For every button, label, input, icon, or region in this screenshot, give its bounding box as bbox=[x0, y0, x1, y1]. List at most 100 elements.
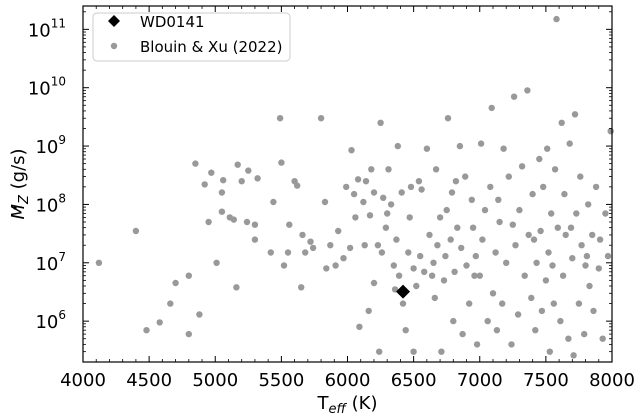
y-axis-label: MZ (g/s) bbox=[8, 148, 32, 219]
data-point bbox=[489, 290, 497, 297]
data-point bbox=[559, 272, 567, 279]
data-point bbox=[218, 208, 226, 215]
data-point bbox=[294, 182, 301, 189]
data-point bbox=[469, 224, 477, 231]
data-point bbox=[443, 206, 450, 214]
data-point bbox=[444, 115, 452, 122]
data-point bbox=[332, 262, 339, 269]
legend: WD0141 Blouin & Xu (2022) bbox=[92, 12, 291, 62]
data-point bbox=[589, 231, 596, 239]
data-point bbox=[544, 145, 551, 152]
data-point bbox=[595, 265, 602, 272]
data-point bbox=[466, 300, 473, 307]
data-point bbox=[484, 317, 491, 325]
x-axis-label: Teff (K) bbox=[317, 393, 378, 417]
data-point bbox=[561, 190, 568, 198]
data-point bbox=[565, 335, 572, 342]
data-point bbox=[599, 335, 606, 342]
data-point bbox=[156, 319, 163, 326]
data-point bbox=[192, 160, 199, 167]
data-point bbox=[530, 236, 538, 243]
data-point bbox=[532, 327, 539, 334]
data-point bbox=[398, 189, 405, 196]
data-point bbox=[421, 268, 428, 275]
data-point bbox=[550, 300, 557, 307]
data-point bbox=[582, 262, 589, 269]
data-point bbox=[514, 311, 522, 318]
x-tick-label: 5000 bbox=[192, 370, 238, 391]
data-point bbox=[492, 249, 499, 256]
data-point bbox=[280, 262, 288, 269]
data-point bbox=[518, 163, 526, 170]
data-point bbox=[438, 348, 445, 355]
data-point bbox=[370, 189, 378, 196]
data-point bbox=[276, 115, 284, 122]
data-point bbox=[592, 183, 600, 191]
data-point bbox=[472, 252, 479, 260]
legend-box bbox=[92, 12, 291, 62]
data-point bbox=[434, 242, 441, 249]
data-point bbox=[542, 277, 550, 284]
data-point bbox=[479, 236, 486, 243]
data-point bbox=[538, 307, 546, 315]
legend-marker-wd0141 bbox=[108, 15, 120, 27]
y-tick-label: 108 bbox=[35, 191, 66, 216]
data-point bbox=[487, 183, 494, 191]
data-point bbox=[385, 166, 392, 173]
data-point bbox=[451, 268, 458, 275]
data-point bbox=[575, 300, 583, 307]
data-point bbox=[218, 189, 226, 196]
data-point bbox=[238, 178, 245, 185]
data-point bbox=[509, 221, 516, 228]
data-point bbox=[208, 169, 215, 176]
data-point bbox=[495, 196, 502, 203]
data-point bbox=[321, 198, 329, 206]
data-point bbox=[361, 242, 368, 249]
data-point bbox=[577, 173, 584, 180]
data-point bbox=[415, 178, 423, 185]
x-tick-label: 6000 bbox=[325, 370, 371, 391]
data-point bbox=[529, 190, 536, 198]
data-point bbox=[450, 317, 457, 325]
data-point bbox=[387, 201, 395, 208]
x-tick-label: 6500 bbox=[391, 370, 437, 391]
data-point bbox=[370, 279, 378, 287]
data-point bbox=[230, 216, 237, 223]
data-point bbox=[447, 236, 454, 243]
data-point bbox=[270, 198, 277, 206]
x-tick-label: 4500 bbox=[126, 370, 172, 391]
y-tick-label: 106 bbox=[35, 308, 66, 333]
data-point bbox=[567, 224, 575, 231]
data-point bbox=[368, 166, 375, 173]
data-point bbox=[410, 348, 417, 355]
data-point bbox=[284, 249, 292, 256]
data-point bbox=[267, 249, 274, 256]
data-point bbox=[586, 282, 593, 290]
data-point bbox=[366, 212, 374, 219]
data-point bbox=[573, 210, 580, 217]
data-point bbox=[286, 221, 293, 228]
data-point bbox=[413, 282, 420, 290]
data-point-wd0141 bbox=[396, 284, 411, 299]
data-point bbox=[172, 279, 179, 287]
data-point bbox=[299, 231, 306, 239]
data-point bbox=[233, 284, 240, 291]
data-point bbox=[213, 259, 220, 266]
data-point bbox=[343, 183, 350, 191]
x-tick-label: 5500 bbox=[258, 370, 304, 391]
data-point bbox=[143, 327, 150, 334]
data-point bbox=[471, 272, 478, 279]
data-point bbox=[393, 236, 400, 243]
data-point bbox=[384, 210, 391, 217]
data-point bbox=[562, 231, 569, 239]
data-point bbox=[557, 317, 564, 325]
data-point bbox=[503, 259, 510, 266]
data-point bbox=[549, 262, 556, 269]
data-point bbox=[456, 142, 464, 150]
data-point bbox=[510, 93, 518, 100]
data-point bbox=[374, 242, 382, 249]
data-point bbox=[558, 119, 565, 127]
data-point bbox=[477, 140, 485, 147]
data-point bbox=[405, 249, 412, 256]
data-point bbox=[454, 224, 461, 231]
